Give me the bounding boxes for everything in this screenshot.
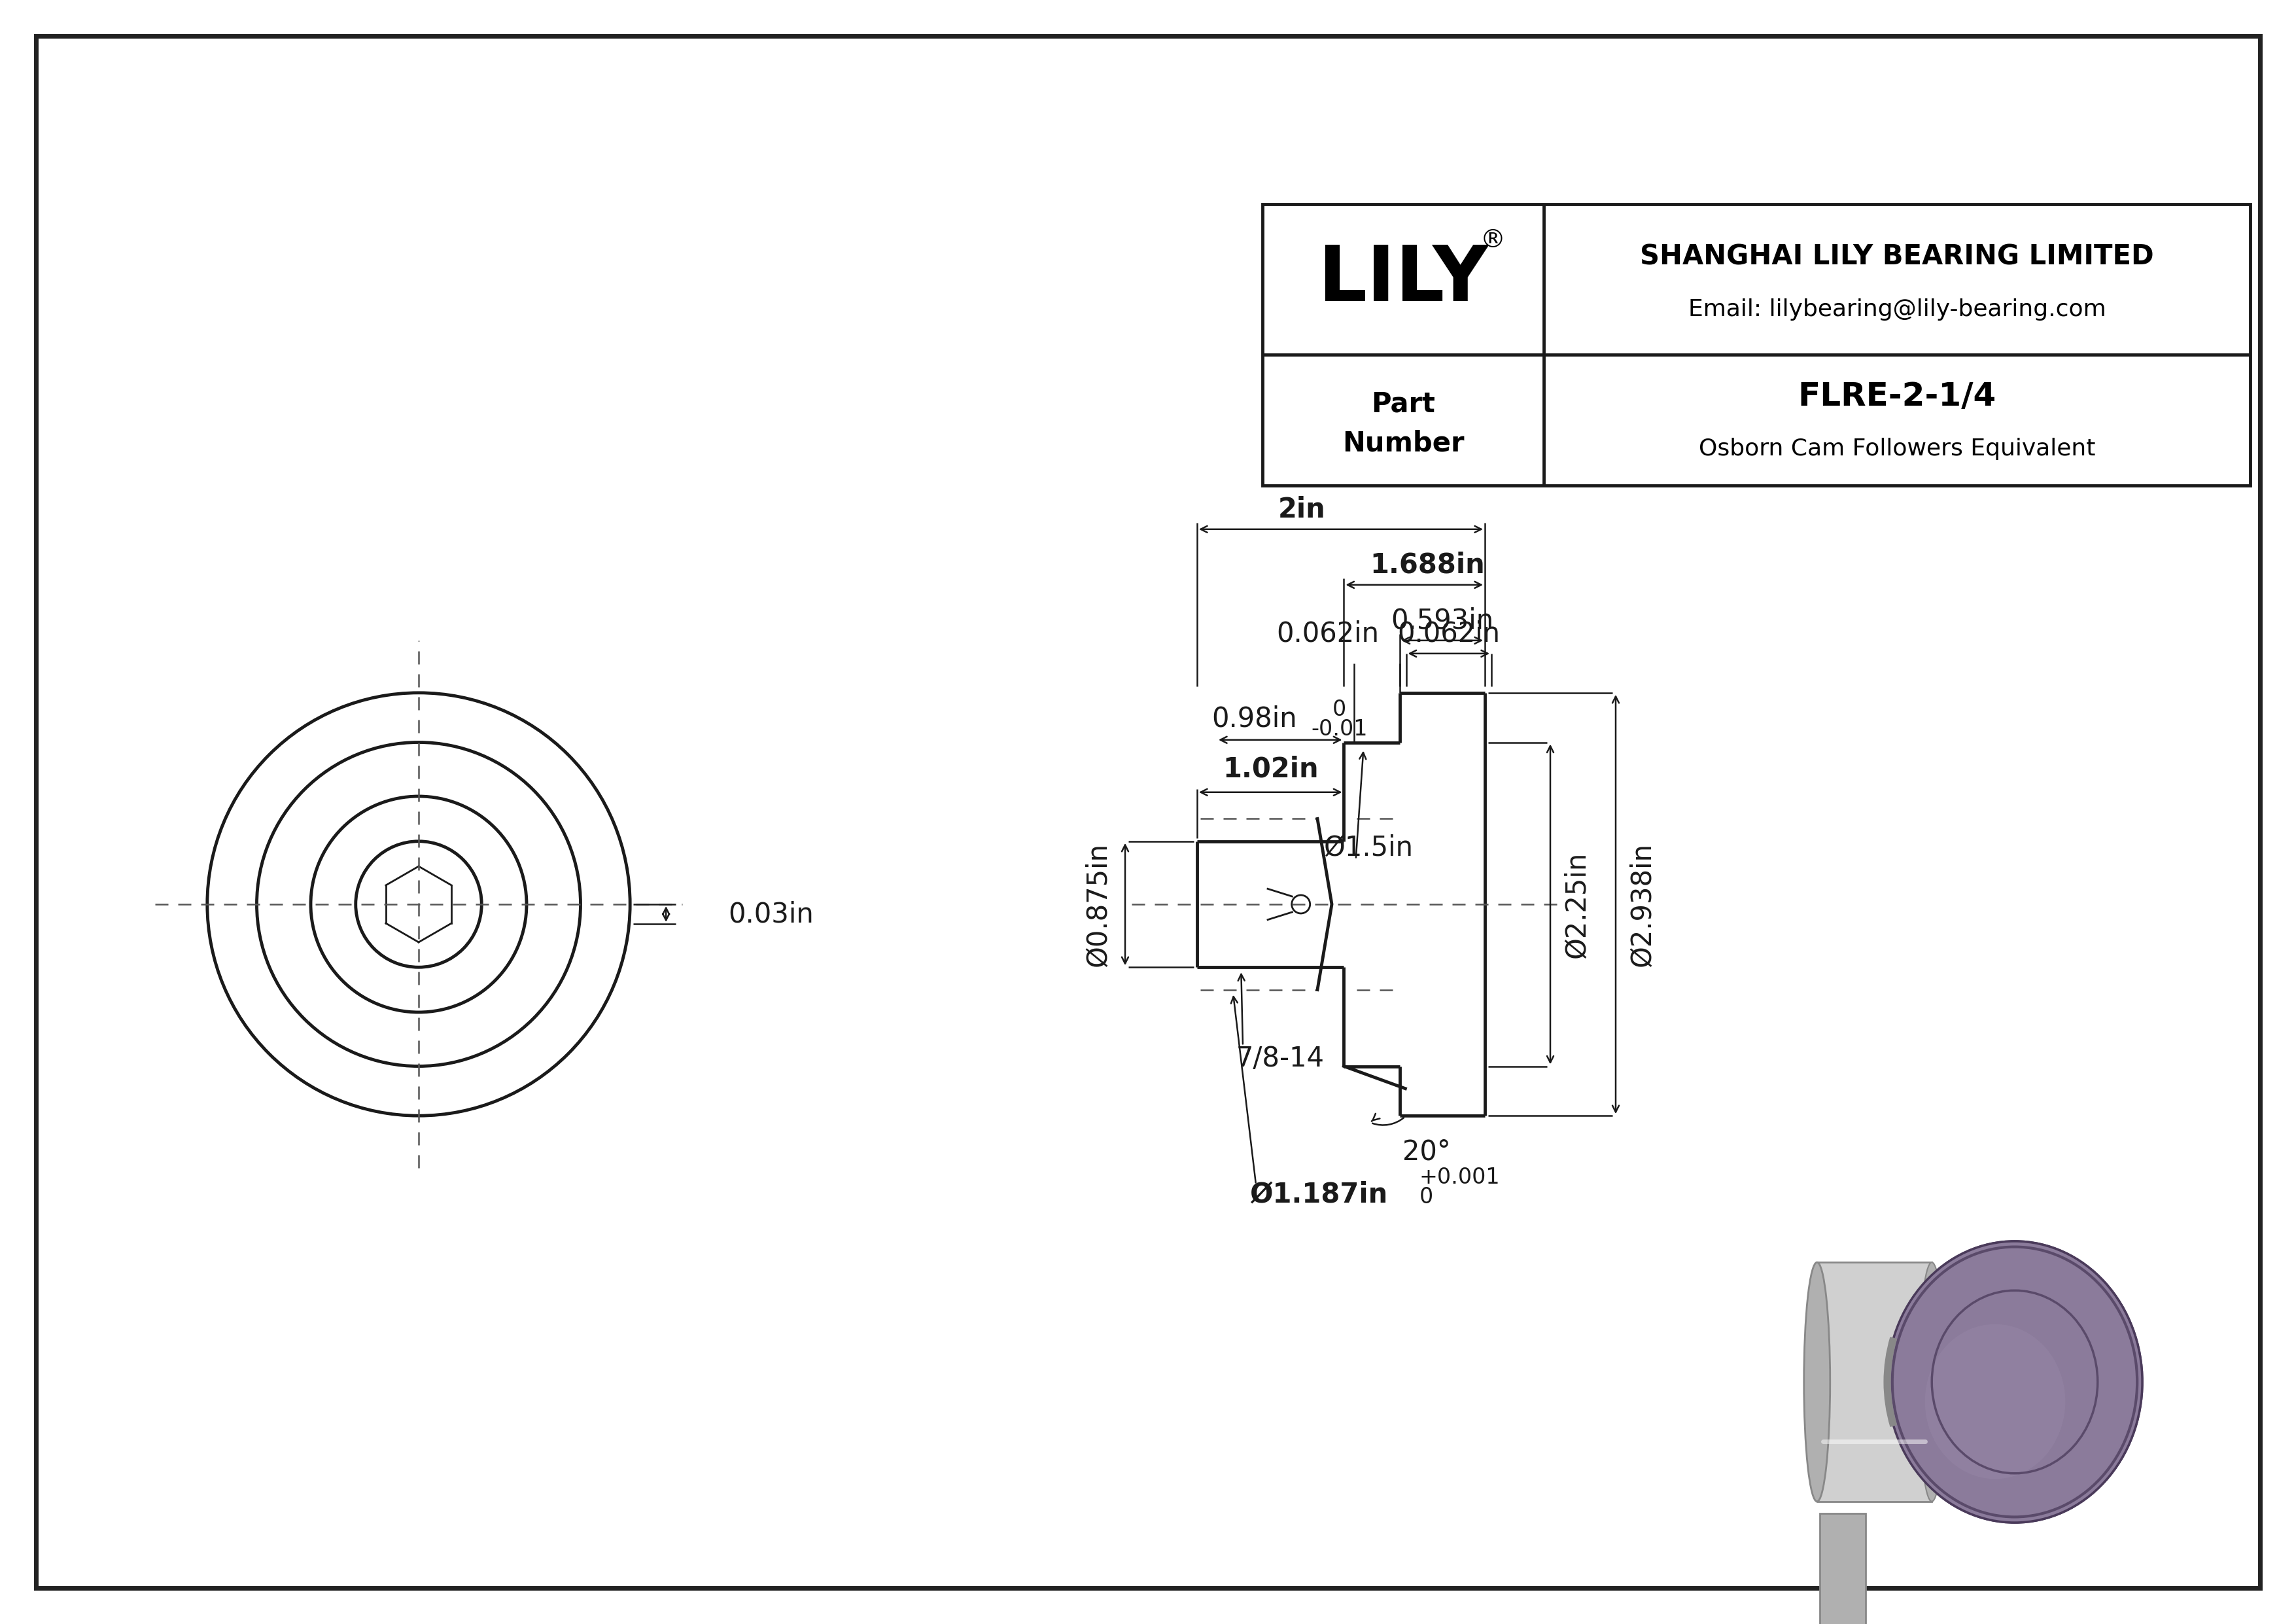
Ellipse shape — [1919, 1262, 1945, 1502]
Bar — [1821, 1514, 1864, 1624]
Text: Number: Number — [1343, 430, 1465, 458]
Text: 0: 0 — [1419, 1186, 1433, 1208]
Bar — [1263, 205, 2250, 486]
Text: 0.98in: 0.98in — [1212, 705, 1297, 732]
Text: -0.01: -0.01 — [1311, 718, 1368, 741]
Text: SHANGHAI LILY BEARING LIMITED: SHANGHAI LILY BEARING LIMITED — [1639, 244, 2154, 271]
Text: 7/8-14: 7/8-14 — [1235, 1046, 1325, 1072]
Text: Ø1.5in: Ø1.5in — [1325, 833, 1414, 861]
Text: 2in: 2in — [1279, 495, 1325, 523]
Text: Ø0.875in: Ø0.875in — [1084, 843, 1111, 966]
Text: 0.062in: 0.062in — [1398, 620, 1499, 648]
Text: +0.001: +0.001 — [1419, 1166, 1499, 1189]
Text: 1.02in: 1.02in — [1221, 755, 1318, 783]
Text: Ø1.187in: Ø1.187in — [1249, 1181, 1387, 1208]
Text: 20°: 20° — [1403, 1138, 1451, 1166]
Ellipse shape — [1887, 1241, 2142, 1523]
Text: ®: ® — [1481, 227, 1506, 253]
Text: FLRE-2-1/4: FLRE-2-1/4 — [1798, 380, 1995, 412]
Ellipse shape — [1924, 1324, 2066, 1479]
Text: 0.593in: 0.593in — [1391, 607, 1495, 635]
Text: Ø2.25in: Ø2.25in — [1564, 851, 1591, 958]
Text: Email: lilybearing@lily-bearing.com: Email: lilybearing@lily-bearing.com — [1688, 299, 2105, 320]
Ellipse shape — [1805, 1262, 1830, 1502]
Text: 0.03in: 0.03in — [728, 900, 813, 927]
Text: 1.688in: 1.688in — [1371, 552, 1486, 578]
Text: Osborn Cam Followers Equivalent: Osborn Cam Followers Equivalent — [1699, 438, 2096, 460]
Bar — [1816, 1262, 1931, 1502]
Text: 0.062in: 0.062in — [1277, 620, 1380, 648]
Text: LILY: LILY — [1318, 242, 1488, 317]
Ellipse shape — [1887, 1241, 2142, 1523]
Text: 0: 0 — [1332, 698, 1345, 721]
Text: Ø2.938in: Ø2.938in — [1628, 843, 1655, 966]
Text: Part: Part — [1371, 391, 1435, 417]
